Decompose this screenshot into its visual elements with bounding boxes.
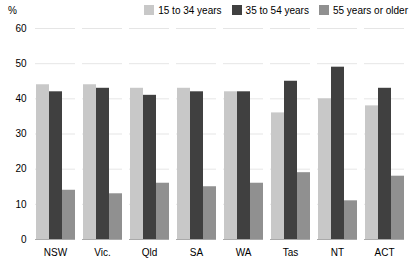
svg-text:Vic.: Vic. — [94, 247, 111, 258]
svg-text:40: 40 — [15, 93, 27, 104]
svg-text:60: 60 — [15, 23, 27, 34]
svg-text:50: 50 — [15, 58, 27, 69]
svg-text:20: 20 — [15, 163, 27, 174]
svg-text:WA: WA — [236, 247, 252, 258]
svg-text:Tas: Tas — [283, 247, 299, 258]
svg-text:ACT: ACT — [375, 247, 395, 258]
html-text:15 to 34 years: 15 to 34 years — [158, 4, 222, 16]
svg-text:30: 30 — [15, 128, 27, 139]
svg-text:0: 0 — [21, 234, 27, 245]
html-text:35 to 54 years: 35 to 54 years — [245, 4, 309, 16]
svg-text:Qld: Qld — [142, 247, 158, 258]
svg-text:SA: SA — [190, 247, 204, 258]
svg-text:10: 10 — [15, 199, 27, 210]
svg-text:NSW: NSW — [44, 247, 68, 258]
html-text:55 years or older: 55 years or older — [333, 4, 408, 16]
svg-text:NT: NT — [331, 247, 344, 258]
